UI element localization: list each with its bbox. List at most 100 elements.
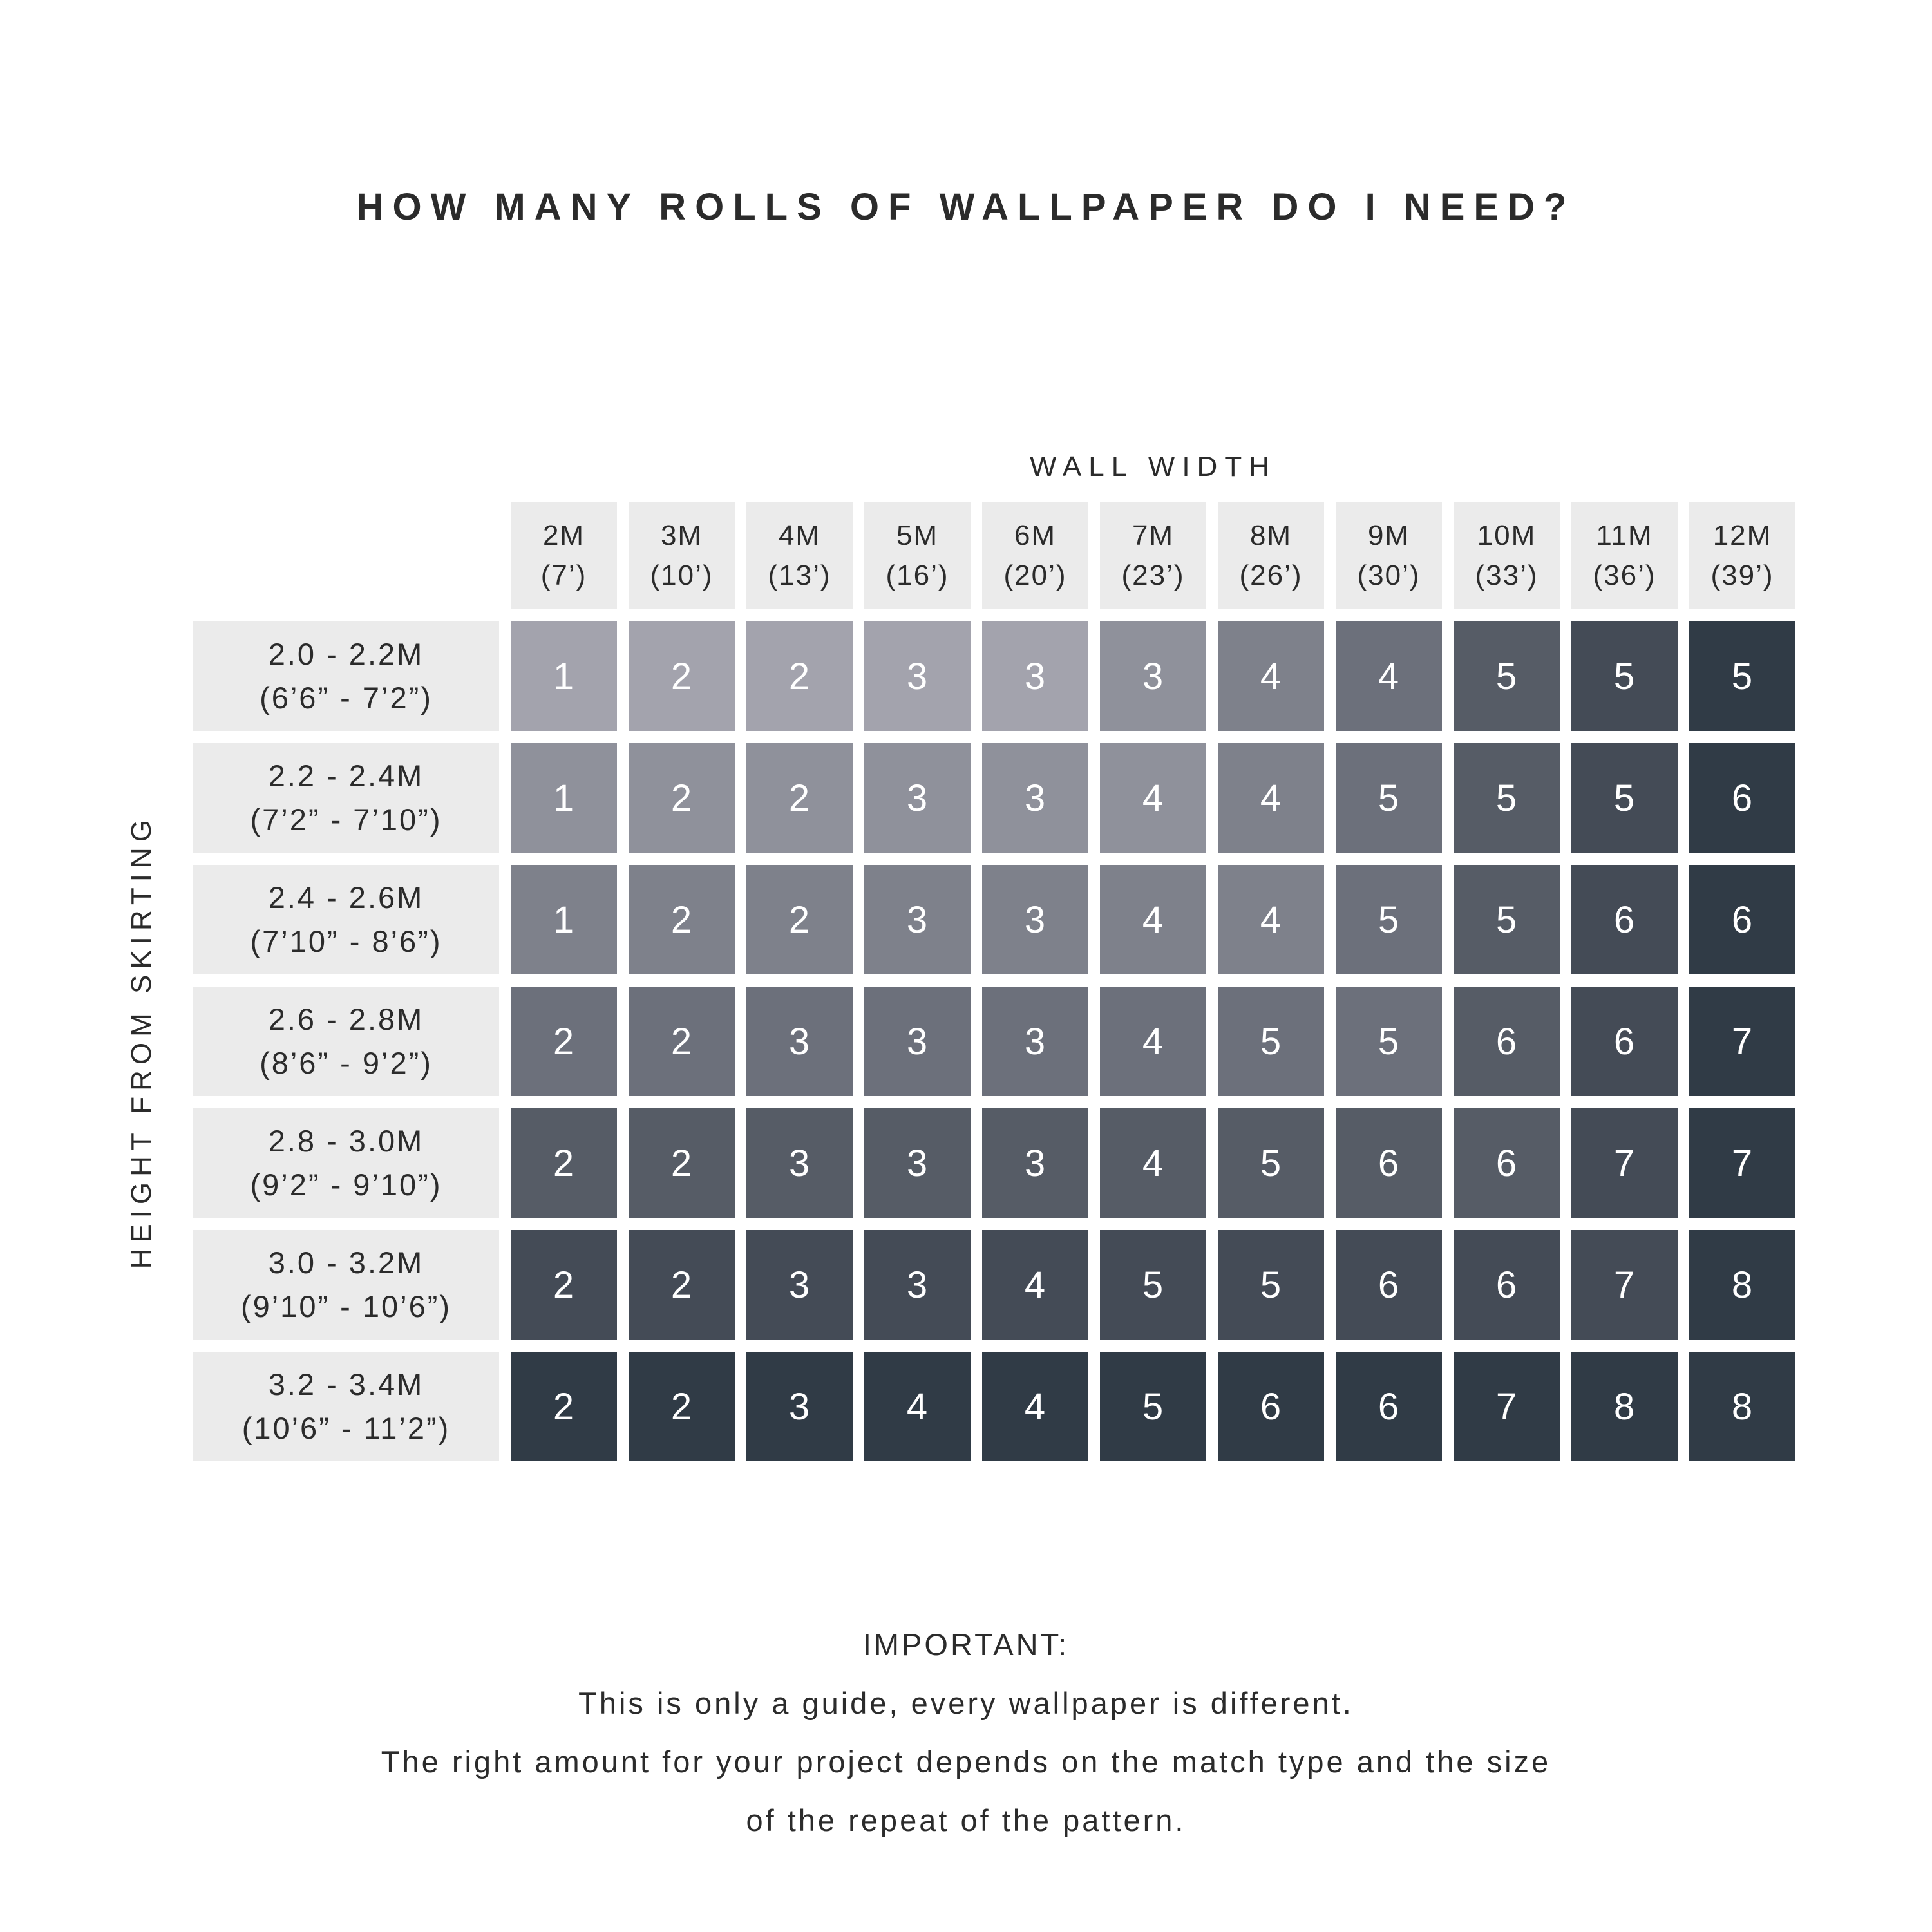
col-header-4m: 4M (13’) (746, 502, 853, 609)
rolls-lookup-table: 2M (7’) 3M (10’) 4M (13’) 5M (16’) 6M (20’) 7M (23’… (193, 502, 1795, 1461)
value-cell: 3 (864, 743, 971, 853)
row-label-metric: 2.4 - 2.6M (268, 880, 424, 914)
value-cell: 2 (629, 1108, 735, 1218)
row-label-metric: 2.6 - 2.8M (268, 1002, 424, 1036)
table-corner-spacer (193, 502, 499, 609)
y-axis-label: HEIGHT FROM SKIRTING (115, 620, 169, 1463)
value-cell: 8 (1571, 1352, 1678, 1461)
col-header-imperial: (26’) (1239, 560, 1303, 591)
value-cell: 2 (629, 1230, 735, 1340)
value-cell: 7 (1571, 1108, 1678, 1218)
value-cell: 3 (746, 1230, 853, 1340)
value-cell: 2 (629, 865, 735, 974)
value-cell: 6 (1336, 1108, 1442, 1218)
row-label-imperial: (7’2” - 7’10”) (250, 802, 442, 837)
value-cell: 2 (746, 865, 853, 974)
value-cell: 6 (1571, 865, 1678, 974)
col-header-imperial: (7’) (540, 560, 587, 591)
value-cell: 5 (1571, 743, 1678, 853)
col-header-imperial: (36’) (1593, 560, 1656, 591)
value-cell: 1 (511, 865, 617, 974)
row-label: 2.6 - 2.8M (8’6” - 9’2”) (193, 987, 499, 1096)
note-line: This is only a guide, every wallpaper is… (578, 1686, 1354, 1720)
value-cell: 3 (864, 1230, 971, 1340)
row-label-imperial: (6’6” - 7’2”) (260, 681, 433, 715)
value-cell: 4 (1218, 865, 1324, 974)
value-cell: 5 (1454, 743, 1560, 853)
value-cell: 4 (1336, 621, 1442, 731)
row-label-imperial: (10’6” - 11’2”) (242, 1411, 451, 1445)
value-cell: 5 (1454, 865, 1560, 974)
col-header-imperial: (16’) (886, 560, 949, 591)
row-label-metric: 3.0 - 3.2M (268, 1245, 424, 1280)
value-cell: 5 (1100, 1230, 1206, 1340)
row-label-imperial: (8’6” - 9’2”) (260, 1046, 433, 1080)
col-header-imperial: (10’) (650, 560, 714, 591)
value-cell: 5 (1336, 987, 1442, 1096)
page-title: HOW MANY ROLLS OF WALLPAPER DO I NEED? (356, 186, 1576, 228)
row-label-metric: 2.2 - 2.4M (268, 759, 424, 793)
row-label-metric: 2.0 - 2.2M (268, 637, 424, 671)
row-label-metric: 3.2 - 3.4M (268, 1367, 424, 1401)
value-cell: 4 (1100, 865, 1206, 974)
col-header-10m: 10M (33’) (1454, 502, 1560, 609)
value-cell: 4 (1100, 1108, 1206, 1218)
value-cell: 3 (746, 1352, 853, 1461)
value-cell: 3 (982, 1108, 1088, 1218)
value-cell: 3 (1100, 621, 1206, 731)
row-label-imperial: (9’2” - 9’10”) (250, 1168, 442, 1202)
value-cell: 5 (1218, 987, 1324, 1096)
value-cell: 3 (746, 1108, 853, 1218)
col-header-imperial: (13’) (768, 560, 831, 591)
value-cell: 3 (982, 987, 1088, 1096)
value-cell: 5 (1100, 1352, 1206, 1461)
value-cell: 3 (864, 865, 971, 974)
value-cell: 3 (746, 987, 853, 1096)
value-cell: 5 (1336, 865, 1442, 974)
col-header-metric: 9M (1367, 520, 1410, 551)
value-cell: 2 (511, 1108, 617, 1218)
col-header-metric: 11M (1596, 520, 1653, 551)
col-header-imperial: (23’) (1121, 560, 1185, 591)
value-cell: 2 (746, 743, 853, 853)
col-header-2m: 2M (7’) (511, 502, 617, 609)
col-header-imperial: (20’) (1003, 560, 1067, 591)
value-cell: 3 (864, 987, 971, 1096)
value-cell: 2 (511, 1230, 617, 1340)
value-cell: 8 (1689, 1352, 1795, 1461)
col-header-3m: 3M (10’) (629, 502, 735, 609)
col-header-imperial: (30’) (1357, 560, 1421, 591)
value-cell: 3 (864, 1108, 971, 1218)
value-cell: 6 (1454, 1230, 1560, 1340)
value-cell: 4 (982, 1230, 1088, 1340)
value-cell: 2 (629, 743, 735, 853)
note-line: IMPORTANT: (862, 1627, 1070, 1662)
value-cell: 6 (1336, 1230, 1442, 1340)
important-note: IMPORTANT: This is only a guide, every wa… (0, 1615, 1932, 1850)
value-cell: 7 (1571, 1230, 1678, 1340)
value-cell: 6 (1336, 1352, 1442, 1461)
value-cell: 5 (1218, 1108, 1324, 1218)
value-cell: 4 (1218, 743, 1324, 853)
col-header-metric: 3M (660, 520, 703, 551)
value-cell: 2 (629, 987, 735, 1096)
value-cell: 6 (1689, 743, 1795, 853)
value-cell: 5 (1336, 743, 1442, 853)
value-cell: 2 (511, 1352, 617, 1461)
value-cell: 4 (1100, 743, 1206, 853)
value-cell: 3 (982, 621, 1088, 731)
x-axis-label: WALL WIDTH (1030, 451, 1276, 482)
value-cell: 3 (982, 743, 1088, 853)
col-header-7m: 7M (23’) (1100, 502, 1206, 609)
value-cell: 6 (1689, 865, 1795, 974)
row-label-metric: 2.8 - 3.0M (268, 1124, 424, 1158)
value-cell: 8 (1689, 1230, 1795, 1340)
col-header-metric: 6M (1014, 520, 1057, 551)
value-cell: 7 (1454, 1352, 1560, 1461)
value-cell: 5 (1571, 621, 1678, 731)
value-cell: 6 (1218, 1352, 1324, 1461)
col-header-12m: 12M (39’) (1689, 502, 1795, 609)
value-cell: 1 (511, 743, 617, 853)
row-label: 3.0 - 3.2M (9’10” - 10’6”) (193, 1230, 499, 1340)
col-header-metric: 12M (1712, 520, 1772, 551)
